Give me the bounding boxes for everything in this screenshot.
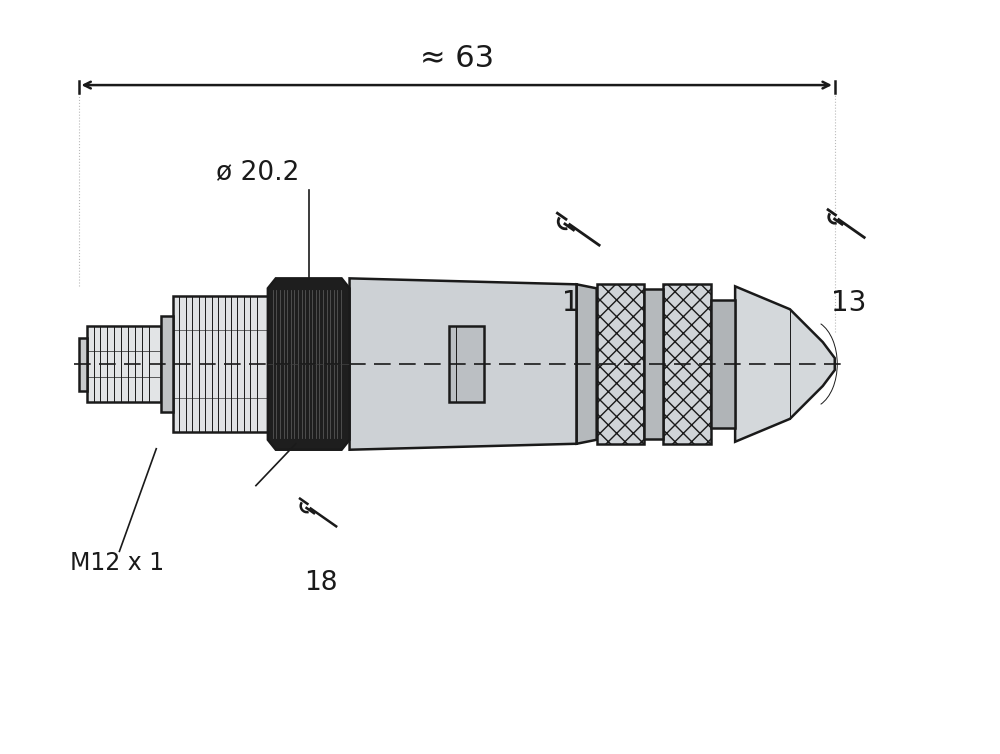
Bar <box>597 284 644 444</box>
Polygon shape <box>268 278 350 449</box>
Bar <box>79 338 87 391</box>
Text: M12 x 1: M12 x 1 <box>70 551 164 575</box>
Text: ø 20.2: ø 20.2 <box>216 158 299 185</box>
Text: 18: 18 <box>304 570 337 596</box>
Bar <box>449 326 484 402</box>
Text: 16: 16 <box>562 290 597 317</box>
Bar <box>663 284 711 444</box>
Polygon shape <box>577 284 597 444</box>
Bar <box>711 300 735 428</box>
Polygon shape <box>350 278 577 449</box>
Bar <box>173 296 268 432</box>
Polygon shape <box>735 287 835 442</box>
Text: 13: 13 <box>831 290 866 317</box>
Bar <box>161 316 173 412</box>
Bar <box>644 290 663 439</box>
Bar <box>87 326 161 402</box>
Text: ≈ 63: ≈ 63 <box>420 44 494 73</box>
